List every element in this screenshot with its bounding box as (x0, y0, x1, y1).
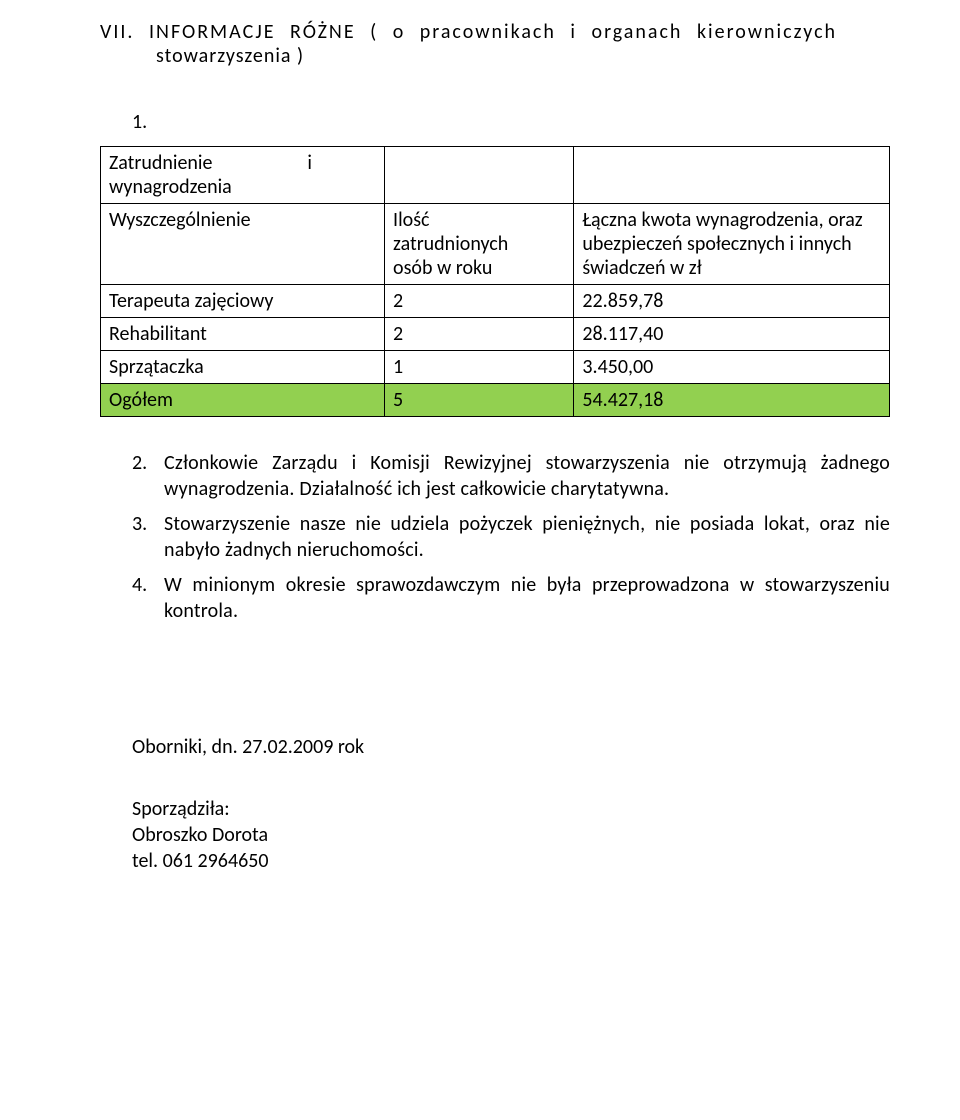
row-amount-cell: 3.450,00 (574, 351, 890, 384)
row-qty-cell: 5 (385, 384, 574, 417)
header-qty-l1: Ilość (393, 208, 429, 232)
footer-prepared-name: Obroszko Dorota (132, 823, 890, 847)
row-amount-cell: 54.427,18 (574, 384, 890, 417)
row-name-cell: Ogółem (101, 384, 385, 417)
header-name-l1: Zatrudnienie i (109, 151, 312, 175)
header-qty-l3: osób w roku (393, 256, 492, 280)
row-amount-cell: 22.859,78 (574, 285, 890, 318)
list-number-1: 1. (132, 110, 890, 134)
text-paragraph-list: 2.Członkowie Zarządu i Komisji Rewizyjne… (100, 451, 890, 625)
table-row: Terapeuta zajęciowy222.859,78 (101, 285, 890, 318)
section-heading-line1: VII. INFORMACJE RÓŻNE ( o pracownikach i… (100, 20, 890, 44)
footer-place-date: Oborniki, dn. 27.02.2009 rok (132, 735, 890, 759)
section-heading-line2: stowarzyszenia ) (156, 44, 890, 68)
list-item-number: 4. (132, 573, 164, 624)
list-item: 4.W minionym okresie sprawozdawczym nie … (100, 573, 890, 624)
row-name-cell: Terapeuta zajęciowy (101, 285, 385, 318)
header-name-cell: Zatrudnienie i wynagrodzenia (101, 147, 385, 204)
list-item: 2.Członkowie Zarządu i Komisji Rewizyjne… (100, 451, 890, 502)
document-page: VII. INFORMACJE RÓŻNE ( o pracownikach i… (0, 0, 960, 895)
header-qty-cell: Ilość zatrudnionych osób w roku (385, 204, 574, 285)
list-item-text: Stowarzyszenie nasze nie udziela pożycze… (164, 512, 890, 563)
header-amt-cell: Łączna kwota wynagrodzenia, oraz ubezpie… (574, 204, 890, 285)
row-name-cell: Sprzątaczka (101, 351, 385, 384)
header-name-word1: Zatrudnienie (109, 151, 212, 175)
footer-phone: tel. 061 2964650 (132, 849, 890, 873)
row-qty-cell: 2 (385, 285, 574, 318)
header-amt-l1: Łączna kwota wynagrodzenia, oraz (582, 208, 862, 232)
list-item-text: W minionym okresie sprawozdawczym nie by… (164, 573, 890, 624)
footer-prepared-label: Sporządziła: (132, 797, 890, 821)
employment-table: Zatrudnienie i wynagrodzenia Wyszczególn… (100, 146, 890, 417)
header-qty-empty (385, 147, 574, 204)
table-row: Rehabilitant228.117,40 (101, 318, 890, 351)
header-spec-cell: Wyszczególnienie (101, 204, 385, 285)
table-header-row-1: Zatrudnienie i wynagrodzenia (101, 147, 890, 204)
header-amt-l3: świadczeń w zł (582, 256, 701, 280)
header-amt-l2: ubezpieczeń społecznych i innych (582, 232, 851, 256)
header-name-l2: wynagrodzenia (109, 175, 232, 199)
row-amount-cell: 28.117,40 (574, 318, 890, 351)
header-qty-l2: zatrudnionych (393, 232, 508, 256)
header-amt-empty (574, 147, 890, 204)
list-item: 3.Stowarzyszenie nasze nie udziela pożyc… (100, 512, 890, 563)
row-name-cell: Rehabilitant (101, 318, 385, 351)
table-row: Sprzątaczka13.450,00 (101, 351, 890, 384)
row-qty-cell: 2 (385, 318, 574, 351)
header-name-conj: i (307, 151, 312, 175)
table-row: Ogółem554.427,18 (101, 384, 890, 417)
list-item-number: 2. (132, 451, 164, 502)
list-item-text: Członkowie Zarządu i Komisji Rewizyjnej … (164, 451, 890, 502)
list-item-number: 3. (132, 512, 164, 563)
table-header-row-2: Wyszczególnienie Ilość zatrudnionych osó… (101, 204, 890, 285)
footer-block: Oborniki, dn. 27.02.2009 rok Sporządziła… (132, 735, 890, 873)
row-qty-cell: 1 (385, 351, 574, 384)
